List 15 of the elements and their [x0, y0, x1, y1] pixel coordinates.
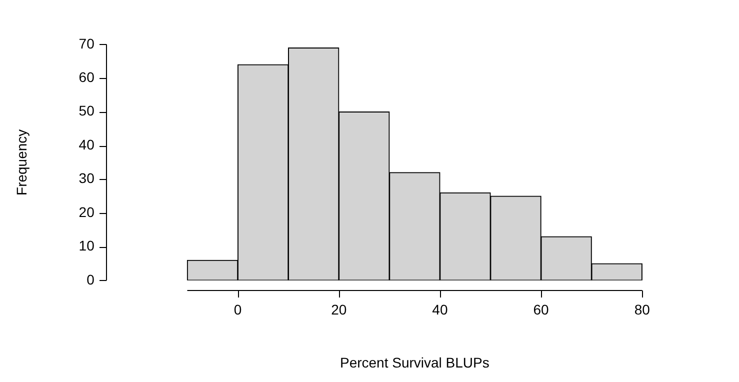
- y-tick-label: 30: [78, 170, 95, 186]
- y-tick-label: 10: [78, 238, 95, 254]
- y-tick-label: 20: [78, 204, 95, 220]
- x-tick-label: 60: [533, 302, 550, 318]
- x-axis-title: Percent Survival BLUPs: [340, 354, 490, 370]
- y-axis-title: Frequency: [13, 129, 30, 196]
- y-tick-label: 70: [78, 35, 95, 52]
- x-tick-label: 20: [331, 302, 347, 318]
- y-tick-label: 0: [86, 271, 95, 288]
- x-tick-label: 80: [634, 302, 650, 318]
- y-tick-label: 50: [78, 102, 95, 119]
- y-tick-label: 60: [78, 68, 95, 85]
- x-tick-label: 40: [432, 302, 448, 318]
- x-tick-label: 0: [234, 302, 242, 318]
- y-tick-label: 40: [78, 136, 95, 152]
